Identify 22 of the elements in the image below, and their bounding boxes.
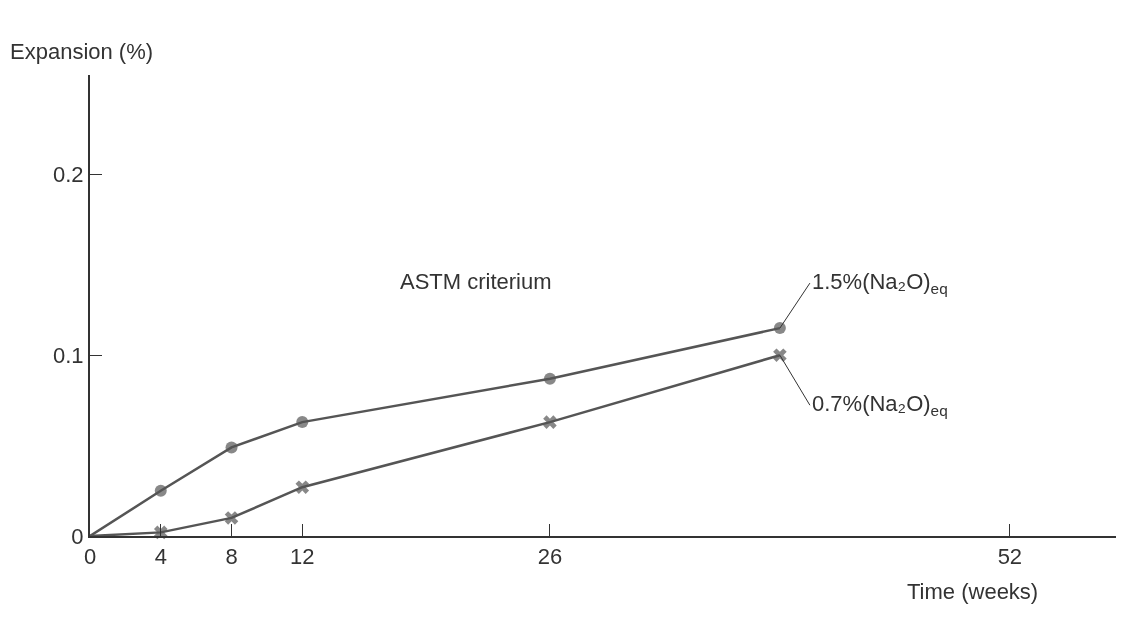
x-tick-label: 52 (997, 544, 1023, 570)
point (154, 484, 167, 497)
point (773, 322, 786, 335)
y-tick-label: 0.1 (53, 342, 84, 368)
point (296, 416, 309, 429)
x-tick-label: 26 (537, 544, 563, 570)
x-axis-title: Time (weeks) (907, 579, 1039, 604)
point (224, 511, 239, 525)
annotation: ASTM criterium (400, 269, 552, 294)
point (543, 415, 557, 429)
x-tick-label: 4 (154, 544, 167, 570)
point (543, 372, 556, 385)
x-tick-label: 12 (290, 544, 315, 570)
point (295, 480, 310, 494)
x-tick-label: 8 (225, 544, 238, 570)
point (225, 441, 238, 454)
y-tick-label: 0.2 (53, 162, 84, 188)
y-axis-title: Expansion (%) (10, 39, 154, 64)
y-tick-label: 0 (71, 523, 84, 549)
point (773, 348, 787, 362)
series-label: 0.7%(Na₂O)$_{eq}$ (812, 391, 948, 419)
series-label: 1.5%(Na₂O)$_{eq}$ (812, 269, 948, 297)
